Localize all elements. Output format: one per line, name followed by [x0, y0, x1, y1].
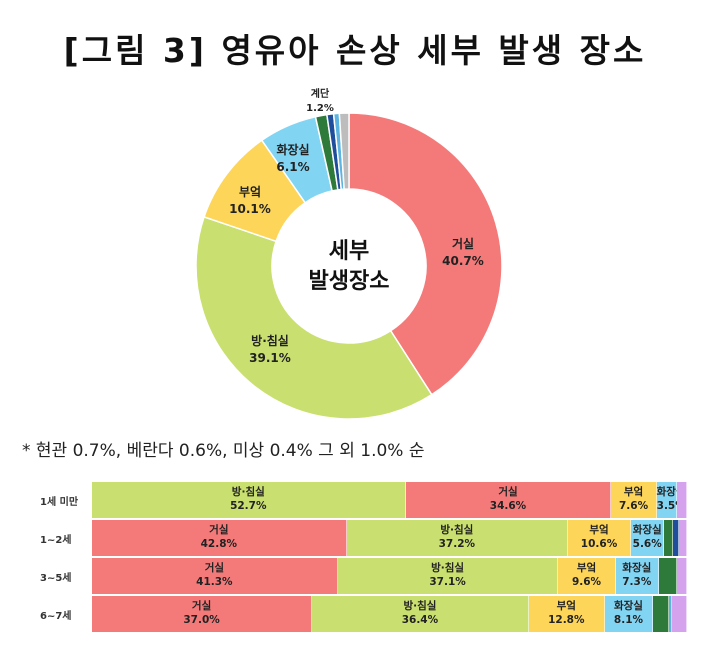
- donut-center-label: 세부: [329, 239, 369, 264]
- bar-segment: 화장실 8.1%: [604, 596, 654, 632]
- bar-segment: 방·침실 37.1%: [337, 558, 559, 594]
- bar-segment: 화장실 7.3%: [615, 558, 659, 594]
- bar-segment-label: 화장실 3.5%: [656, 486, 686, 512]
- donut-slice-label: 부엌: [239, 185, 261, 199]
- donut-slice-label: 방·침실: [251, 333, 289, 348]
- donut-slice-value: 1.2%: [306, 103, 334, 114]
- bar-segment-label: 부엌 10.6%: [580, 524, 618, 550]
- bar-segment: [659, 558, 677, 594]
- bar-row-label: 1세 미만: [40, 497, 79, 508]
- bar-row: 거실 37.0% 방·침실 36.4% 부엌 12.8% 화장실 8.1%: [92, 596, 687, 632]
- bar-segment: 방·침실 36.4%: [312, 596, 529, 632]
- bar-segment-label: 방·침실 52.7%: [230, 486, 267, 512]
- donut-slice-value: 40.7%: [442, 254, 484, 268]
- donut-slice-value: 10.1%: [229, 202, 271, 216]
- donut-slice-label: 화장실: [276, 142, 309, 157]
- bar-segment: 방·침실 52.7%: [92, 482, 406, 518]
- bar-segment: 부엌 9.6%: [558, 558, 616, 594]
- bar-segment: 거실 34.6%: [405, 482, 612, 518]
- bar-row-label: 6~7세: [40, 611, 72, 622]
- bar-row-label: 3~5세: [40, 573, 72, 584]
- bar-segment: 거실 42.8%: [92, 520, 347, 556]
- bar-segment: [669, 596, 673, 632]
- bar-segment: 화장실 5.6%: [631, 520, 665, 556]
- bar-row: 거실 42.8% 방·침실 37.2% 부엌 10.6% 화장실 5.6%: [92, 520, 687, 556]
- footnote: * 현관 0.7%, 베란다 0.6%, 미상 0.4% 그 외 1.0% 순: [22, 441, 425, 461]
- bar-segment-label: 부엌 9.6%: [571, 562, 602, 588]
- bar-segment-label: 부엌 7.6%: [618, 486, 649, 512]
- donut-slice-1: [195, 215, 433, 420]
- donut-center-label: 발생장소: [309, 269, 390, 294]
- bar-segment: [653, 596, 670, 632]
- bar-segment: 부엌 12.8%: [528, 596, 605, 632]
- bar-segment: 부엌 10.6%: [567, 520, 632, 556]
- bar-segment-label: 화장실 8.1%: [613, 600, 644, 626]
- bar-segment-label: 방·침실 37.2%: [438, 524, 476, 550]
- donut-slice-label: 거실: [452, 236, 474, 251]
- bar-segment: 거실 37.0%: [92, 596, 313, 632]
- bar-segment: 부엌 7.6%: [611, 482, 657, 518]
- bar-segment: [679, 520, 687, 556]
- bar-segment: 거실 41.3%: [92, 558, 338, 594]
- bar-segment-label: 거실 37.0%: [183, 600, 220, 626]
- donut-slice-7: [338, 112, 350, 190]
- chart-title: [그림 3] 영유아 손상 세부 발생 장소: [63, 31, 647, 70]
- bar-row: 거실 41.3% 방·침실 37.1% 부엌 9.6% 화장실 7.3%: [92, 558, 687, 594]
- bar-segment-label: 화장실 5.6%: [632, 524, 662, 550]
- bar-segment: [673, 520, 680, 556]
- bar-segment-label: 거실 41.3%: [196, 562, 233, 588]
- bar-segment-label: 방·침실 36.4%: [401, 600, 439, 626]
- bar-segment: [664, 520, 674, 556]
- bar-segment: 방·침실 37.2%: [346, 520, 568, 556]
- bar-row: 방·침실 52.7% 거실 34.6% 부엌 7.6% 화장실 3.5%: [92, 482, 687, 518]
- bar-segment-label: 부엌 12.8%: [548, 600, 585, 626]
- bar-segment-label: 거실 34.6%: [489, 486, 527, 512]
- donut-slice-value: 39.1%: [249, 351, 291, 365]
- bar-segment-label: 방·침실 37.1%: [429, 562, 466, 588]
- donut-slice-value: 6.1%: [276, 160, 309, 174]
- bar-segment-label: 화장실 7.3%: [622, 562, 652, 588]
- bar-row-label: 1~2세: [40, 535, 72, 546]
- bar-segment-label: 거실 42.8%: [200, 524, 238, 550]
- donut-slice-0: [348, 112, 503, 396]
- bar-segment: [672, 596, 687, 632]
- donut-slice-label: 계단: [311, 87, 330, 100]
- bar-segment: [677, 482, 687, 518]
- bar-segment: [676, 558, 687, 594]
- bar-segment: 화장실 3.5%: [656, 482, 686, 518]
- donut-chart: 거실 40.7% 방·침실 39.1% 부엌 10.1% 화장실 6.1% 계단 1.2% 세부발생…: [195, 87, 503, 420]
